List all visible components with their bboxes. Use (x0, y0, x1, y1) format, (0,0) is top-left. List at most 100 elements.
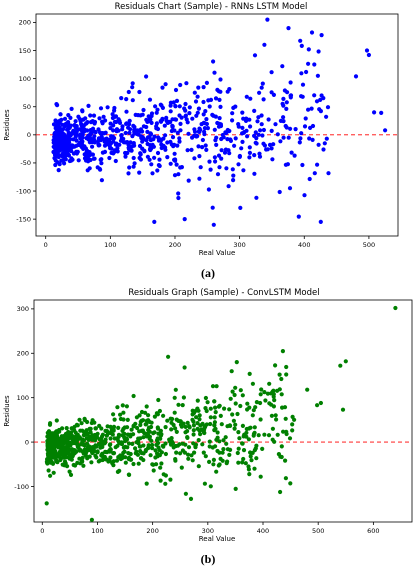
chart-b-point (236, 430, 241, 435)
chart-a-point (99, 178, 104, 183)
chart-a-point (193, 99, 199, 104)
chart-a-point (149, 144, 154, 150)
chart-b-point (158, 433, 164, 438)
chart-b-point (111, 427, 116, 432)
chart-b-point (151, 431, 156, 436)
chart-a-point (126, 125, 131, 130)
chart-a-point (300, 82, 306, 87)
chart-b-point (275, 432, 280, 437)
chart-a-point (207, 159, 212, 164)
chart-a-y-tick-label: -100 (16, 187, 31, 195)
chart-b-point (120, 433, 125, 438)
chart-a-point (130, 134, 135, 139)
chart-a-point (58, 130, 63, 135)
chart-a-point (215, 87, 220, 92)
chart-a-point (228, 138, 233, 143)
chart-a-point (232, 143, 237, 148)
chart-b-point (280, 349, 285, 354)
chart-b-point (279, 444, 284, 449)
chart-b-point (235, 450, 240, 456)
chart-a-point (319, 93, 324, 98)
chart-b-point (65, 441, 70, 446)
chart-b-point (250, 413, 255, 418)
chart-a-point (353, 74, 359, 79)
chart-b-point (100, 457, 105, 463)
chart-b-point (89, 449, 94, 454)
chart-b-point (258, 474, 263, 479)
chart-a: Residuals Chart (Sample) - RNNs LSTM Mod… (3, 2, 399, 280)
chart-a-point (115, 149, 120, 154)
chart-a-point (236, 162, 241, 167)
chart-a-point (124, 109, 129, 114)
chart-b-point (77, 456, 82, 461)
chart-b-point (194, 415, 199, 420)
chart-b-point (343, 359, 348, 364)
chart-a-point (302, 124, 308, 129)
chart-b-point (118, 456, 123, 462)
chart-b-point (287, 436, 293, 441)
chart-a-point (314, 99, 320, 104)
chart-a-point (195, 134, 200, 139)
chart-b-point (141, 457, 146, 463)
chart-b-point (271, 388, 276, 393)
chart-b-point (223, 435, 228, 440)
chart-b-point (123, 460, 128, 465)
chart-a-point (138, 152, 143, 157)
chart-a-point (190, 135, 195, 140)
chart-a-point (171, 100, 176, 105)
chart-b-point (151, 468, 156, 473)
chart-a-point (312, 171, 317, 176)
chart-b-point (279, 376, 284, 382)
chart-a-point (317, 107, 322, 112)
chart-a-point (261, 127, 266, 133)
chart-b-point (269, 413, 274, 418)
chart-a-point (187, 105, 192, 110)
chart-b-point (172, 410, 177, 415)
chart-b-point (208, 421, 213, 427)
chart-b-point (232, 426, 237, 431)
chart-b-point (191, 410, 197, 416)
chart-a-ylabel: Residues (3, 109, 11, 141)
chart-b-point (228, 396, 233, 401)
chart-b-point (112, 417, 117, 422)
chart-b-point (133, 421, 138, 426)
chart-a-point (76, 114, 81, 119)
chart-a-point (196, 85, 201, 90)
chart-a-point (71, 151, 76, 156)
chart-b-point (170, 416, 175, 422)
chart-a-point (262, 42, 267, 47)
chart-b-point (243, 461, 248, 466)
chart-b-point (121, 417, 126, 422)
chart-b-point (74, 441, 79, 446)
chart-a-point (196, 144, 201, 149)
chart-b-point (57, 429, 62, 434)
chart-b-point (202, 430, 207, 436)
chart-a-point (69, 106, 74, 111)
chart-a-point (155, 168, 160, 173)
chart-a-point (199, 122, 204, 127)
chart-a-point (318, 219, 323, 224)
chart-b-point (144, 481, 149, 486)
chart-a-point (265, 17, 270, 22)
chart-b-point (214, 469, 219, 474)
chart-a-point (149, 120, 154, 125)
chart-b-point (191, 428, 196, 433)
chart-a-point (147, 97, 153, 102)
chart-a-point (58, 112, 63, 117)
chart-b-point (45, 441, 50, 446)
chart-a-point (183, 113, 188, 118)
chart-b-x-tick-label: 0 (40, 527, 44, 535)
chart-a-point (218, 77, 223, 82)
chart-a-point (113, 114, 118, 119)
chart-a-point (205, 126, 210, 131)
chart-b-point (85, 432, 90, 437)
chart-b-point (183, 424, 188, 429)
chart-b-point (229, 369, 234, 374)
chart-a-point (140, 112, 145, 117)
chart-b-point (260, 446, 265, 451)
chart-b-point (49, 436, 54, 441)
chart-b-point (131, 461, 136, 467)
chart-a-point (304, 69, 309, 75)
chart-a-point (157, 157, 162, 162)
chart-a-point (252, 108, 257, 113)
